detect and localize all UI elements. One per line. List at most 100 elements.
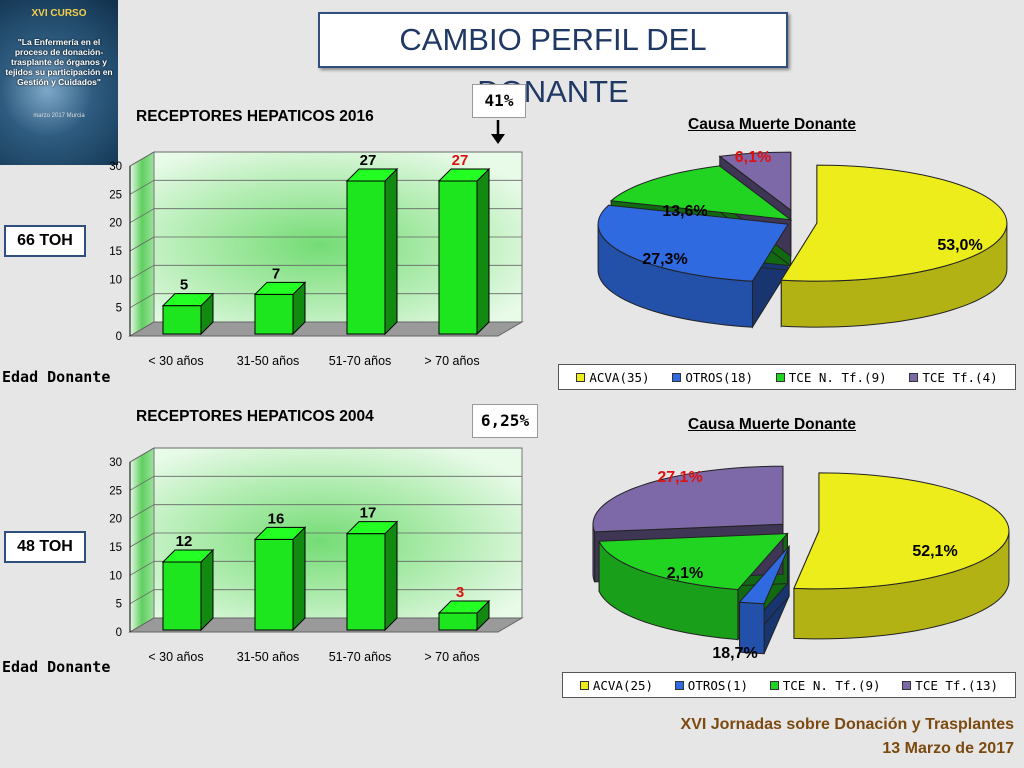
legend-item: OTROS(18) <box>672 370 753 385</box>
pie-value-label: 27,1% <box>657 469 702 486</box>
gridline-side <box>129 151 155 167</box>
y-tick-label: 15 <box>109 246 122 258</box>
bar <box>254 293 294 335</box>
x-tick-label: > 70 años <box>424 650 479 664</box>
gridline-side <box>129 236 155 252</box>
bar-chart-2016-title: RECEPTORES HEPATICOS 2016 <box>136 108 374 125</box>
pie-2016-title: Causa Muerte Donante <box>688 116 856 133</box>
acva-swatch <box>576 372 586 382</box>
legend-item: ACVA(35) <box>576 369 650 385</box>
otros-swatch <box>672 372 682 382</box>
y-tick-label: 30 <box>109 457 122 469</box>
bar-top <box>253 281 307 295</box>
bar-top <box>253 526 307 540</box>
y-tick-label: 10 <box>109 274 122 286</box>
tce-swatch <box>902 680 912 690</box>
bar-value-label: 5 <box>180 277 188 294</box>
bar-top <box>437 600 491 614</box>
legend-item: TCE N. Tf.(9) <box>775 369 887 385</box>
legend-label: OTROS(18) <box>685 369 754 385</box>
pie-slice <box>738 545 790 605</box>
bar-value-label: 3 <box>456 584 464 601</box>
tce-swatch <box>909 372 919 382</box>
legend-item: ACVA(25) <box>579 677 654 693</box>
y-tick-label: 5 <box>116 599 122 611</box>
pie-value-label: 2,1% <box>667 565 703 582</box>
y-tick-label: 25 <box>109 485 122 497</box>
x-tick-label: 51-70 años <box>329 650 392 664</box>
bar-top <box>345 168 399 182</box>
toh-2004: 48 TOH <box>4 531 86 563</box>
bar-side <box>476 167 490 336</box>
x-tick-label: < 30 años <box>148 354 203 368</box>
x-tick-label: < 30 años <box>148 650 203 664</box>
gridline-side <box>129 447 155 463</box>
bar-chart-2016: 0 5 10 15 20 25 30 5 < 30 años 7 31-50 años 27 51-70… <box>109 151 524 368</box>
toh-2016: 66 TOH <box>4 225 86 257</box>
course-poster: XVI CURSO "La Enfermería en el proceso d… <box>0 0 118 165</box>
bar <box>438 612 478 631</box>
annotation-2016: 41% <box>472 84 526 118</box>
pie-slice <box>598 533 789 591</box>
y-tick-label: 0 <box>116 627 122 639</box>
bar <box>438 180 478 335</box>
gridline-side <box>129 293 155 309</box>
bar-value-label: 12 <box>176 533 193 550</box>
gridline-side <box>129 504 155 520</box>
y-tick-label: 0 <box>116 331 122 343</box>
pie-value-label: 6,1% <box>735 149 771 166</box>
x-tick-label: > 70 años <box>424 354 479 368</box>
poster-body: "La Enfermería en el proceso de donación… <box>5 37 113 87</box>
legend-item: TCE Tf.(4) <box>909 370 998 385</box>
pie-slice <box>592 465 784 533</box>
gridline-side <box>129 560 155 576</box>
gridline-side <box>129 617 155 633</box>
bar-side <box>292 526 306 632</box>
x-tick-label: 31-50 años <box>237 650 300 664</box>
tce-n-swatch <box>775 372 785 382</box>
annotation-2004: 6,25% <box>472 404 538 438</box>
gridline-side <box>129 532 155 548</box>
gridline-side <box>129 475 155 491</box>
pie-slice <box>793 472 1010 590</box>
legend-label: TCE N. Tf.(9) <box>788 369 887 385</box>
bar-side <box>384 167 398 336</box>
slide-title: CAMBIO PERFIL DEL DONANTE <box>318 12 788 109</box>
pie-slice-side <box>592 524 596 583</box>
tce-n-swatch <box>769 680 779 690</box>
poster-date: marzo 2017 Murcia <box>33 113 85 119</box>
x-axis-label-2016: Edad Donante <box>2 368 111 386</box>
bar <box>346 533 386 631</box>
y-tick-label: 5 <box>116 303 122 315</box>
pie-value-label: 18,7% <box>712 645 757 662</box>
bar-top <box>161 549 215 563</box>
bar <box>254 538 294 631</box>
bar-side <box>200 548 214 632</box>
footer-event: XVI Jornadas sobre Donación y Trasplante… <box>680 716 1014 733</box>
bar-chart-2004-title: RECEPTORES HEPATICOS 2004 <box>136 408 374 425</box>
bar-top <box>345 521 399 535</box>
x-tick-label: 31-50 años <box>237 354 300 368</box>
pie-value-label: 13,6% <box>662 203 707 220</box>
bar-value-label: 27 <box>360 152 377 169</box>
bar-value-label: 17 <box>360 505 377 522</box>
legend-label: ACVA(25) <box>592 677 654 693</box>
bar-top <box>161 293 215 307</box>
pie-2004-title: Causa Muerte Donante <box>688 416 856 433</box>
legend-label: ACVA(35) <box>589 369 650 385</box>
bar-value-label: 27 <box>452 152 469 169</box>
bar-top <box>437 168 491 182</box>
y-tick-label: 30 <box>109 161 122 173</box>
pie-value-label: 27,3% <box>642 251 687 268</box>
legend-label: TCE N. Tf.(9) <box>782 677 881 693</box>
pie-value-label: 53,0% <box>937 237 982 254</box>
legend-item: TCE Tf.(13) <box>902 678 998 693</box>
legend-item: TCE N. Tf.(9) <box>769 677 881 693</box>
pie-2016-legend: ACVA(35) OTROS(18) TCE N. Tf.(9) TCE Tf.… <box>558 364 1016 390</box>
y-tick-label: 20 <box>109 218 122 230</box>
legend-label: TCE Tf.(13) <box>915 677 999 693</box>
pie-slice <box>609 165 793 221</box>
y-tick-label: 15 <box>109 542 122 554</box>
gridline-side <box>129 208 155 224</box>
y-tick-label: 25 <box>109 189 122 201</box>
